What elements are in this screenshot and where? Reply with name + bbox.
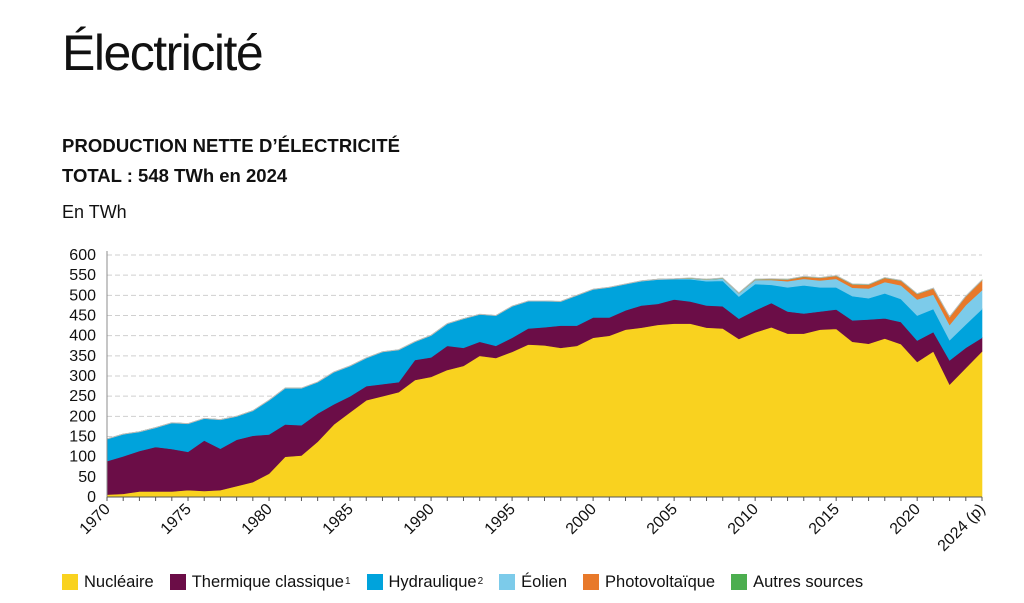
- y-tick-label: 350: [69, 348, 96, 365]
- legend-swatch: [62, 574, 78, 590]
- x-tick-label: 1980: [239, 501, 276, 538]
- legend-label: Autres sources: [753, 572, 864, 591]
- y-tick-label: 0: [87, 489, 96, 506]
- legend-label: Hydraulique: [388, 572, 477, 591]
- x-tick-label: 2015: [806, 501, 843, 538]
- x-tick-label: 2020: [887, 501, 924, 538]
- x-tick-label: 2010: [725, 501, 762, 538]
- x-tick-label: 1970: [77, 501, 114, 538]
- x-tick-label: 2000: [563, 501, 600, 538]
- legend-item-eolien: Éolien: [499, 573, 567, 592]
- y-tick-label: 250: [69, 388, 96, 405]
- legend-label: Éolien: [521, 572, 568, 591]
- x-tick-label: 1985: [320, 501, 357, 538]
- y-tick-label: 500: [69, 287, 96, 304]
- legend-swatch: [583, 574, 600, 590]
- y-tick-label: 100: [69, 449, 96, 466]
- legend-swatch: [169, 574, 186, 590]
- y-tick-label: 600: [69, 247, 96, 264]
- legend-label: Photovoltaïque: [605, 572, 716, 591]
- area-layer: [106, 275, 983, 498]
- total-outline: [106, 275, 983, 440]
- x-tick-label: 2024 (p): [935, 501, 989, 555]
- x-tick-label: 1995: [482, 501, 519, 538]
- legend-item-hydraulique: Hydraulique 2: [366, 572, 483, 592]
- legend-swatch: [366, 574, 383, 590]
- y-tick-label: 300: [69, 368, 96, 385]
- chart-legend: Nucléaire Thermique classique 1 Hydraulique…: [62, 572, 863, 592]
- page-title: Électricité: [62, 25, 264, 81]
- chart-subtitle: PRODUCTION NETTE D’ÉLECTRICITÉ: [62, 135, 401, 156]
- x-tick-label: 1975: [158, 501, 195, 538]
- x-tick-label: 1990: [401, 501, 438, 538]
- legend-label: Nucléaire: [84, 572, 154, 591]
- legend-swatch: [499, 574, 516, 590]
- chart-unit-label: En TWh: [62, 202, 127, 222]
- y-tick-label: 50: [78, 469, 96, 486]
- y-tick-label: 550: [69, 267, 96, 284]
- legend-item-photovoltaique: Photovoltaïque: [583, 573, 715, 592]
- chart-total: TOTAL : 548 TWh en 2024: [62, 165, 288, 186]
- x-tick-label: 2005: [644, 501, 681, 538]
- legend-item-autres: Autres sources: [731, 573, 863, 592]
- legend-label: Thermique classique: [191, 572, 344, 591]
- y-tick-label: 200: [69, 408, 96, 425]
- legend-swatch: [731, 574, 748, 590]
- y-tick-label: 150: [69, 429, 96, 446]
- legend-item-thermique: Thermique classique 1: [169, 572, 351, 592]
- legend-item-nucleaire: Nucléaire: [62, 573, 154, 592]
- y-tick-label: 400: [69, 328, 96, 345]
- y-tick-label: 450: [69, 308, 96, 325]
